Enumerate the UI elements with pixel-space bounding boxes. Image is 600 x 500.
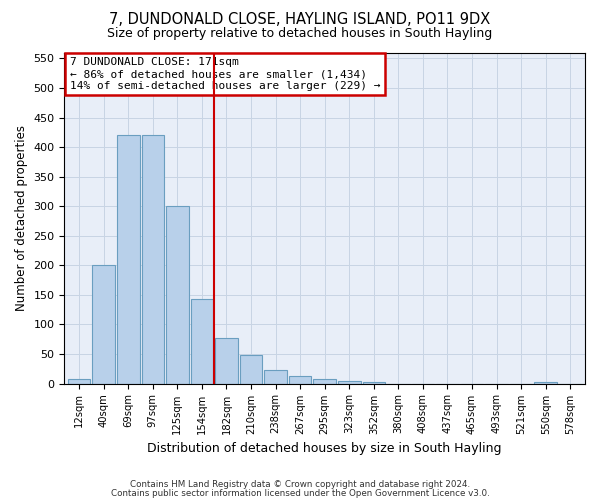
Bar <box>362 382 385 384</box>
Bar <box>215 338 238 384</box>
X-axis label: Distribution of detached houses by size in South Hayling: Distribution of detached houses by size … <box>148 442 502 455</box>
Bar <box>191 299 213 384</box>
Bar <box>313 379 336 384</box>
Text: 7, DUNDONALD CLOSE, HAYLING ISLAND, PO11 9DX: 7, DUNDONALD CLOSE, HAYLING ISLAND, PO11… <box>109 12 491 28</box>
Bar <box>68 379 91 384</box>
Y-axis label: Number of detached properties: Number of detached properties <box>15 125 28 311</box>
Bar <box>166 206 188 384</box>
Text: Contains public sector information licensed under the Open Government Licence v3: Contains public sector information licen… <box>110 488 490 498</box>
Bar <box>338 380 361 384</box>
Bar <box>264 370 287 384</box>
Bar <box>535 382 557 384</box>
Text: Contains HM Land Registry data © Crown copyright and database right 2024.: Contains HM Land Registry data © Crown c… <box>130 480 470 489</box>
Bar <box>240 355 262 384</box>
Bar <box>142 136 164 384</box>
Bar <box>92 266 115 384</box>
Bar <box>289 376 311 384</box>
Text: 7 DUNDONALD CLOSE: 171sqm
← 86% of detached houses are smaller (1,434)
14% of se: 7 DUNDONALD CLOSE: 171sqm ← 86% of detac… <box>70 58 380 90</box>
Text: Size of property relative to detached houses in South Hayling: Size of property relative to detached ho… <box>107 28 493 40</box>
Bar <box>117 136 140 384</box>
